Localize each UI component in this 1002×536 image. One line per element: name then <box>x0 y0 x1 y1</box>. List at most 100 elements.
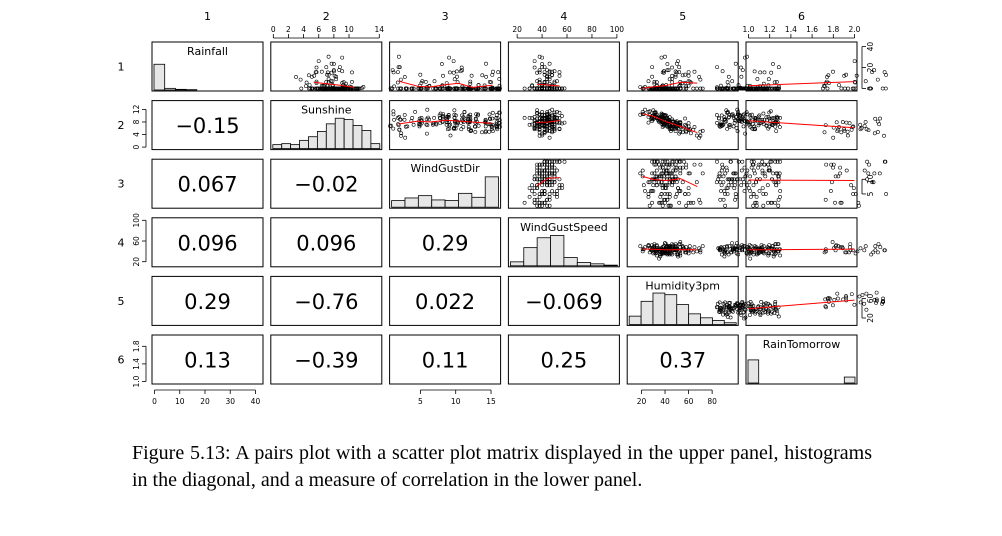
scatter-point <box>665 192 670 196</box>
scatter-point <box>663 200 667 205</box>
scatter-point <box>748 113 753 118</box>
variable-label: Humidity3pm <box>645 279 720 292</box>
scatter-point <box>676 254 680 259</box>
scatter-point <box>411 86 416 91</box>
scatter-point <box>684 130 689 135</box>
scatter-point <box>459 65 464 70</box>
scatter-point <box>771 254 776 259</box>
scatter-point <box>550 129 555 134</box>
scatter-point <box>304 80 309 85</box>
scatter-point <box>413 110 418 114</box>
scatter-point <box>522 86 527 91</box>
scatter-point <box>340 81 345 85</box>
scatter-points <box>522 159 567 208</box>
scatter-point <box>392 117 397 122</box>
scatter-point <box>542 65 547 70</box>
panel-frame <box>389 158 502 209</box>
scatter-point <box>473 130 478 134</box>
scatter-point <box>875 119 880 124</box>
histogram-bar <box>652 292 666 325</box>
scatter-point <box>872 297 877 302</box>
scatter-point <box>674 61 679 66</box>
histogram-bar <box>509 261 525 267</box>
scatter-point <box>882 70 887 75</box>
scatter-point <box>835 129 840 134</box>
scatter-point <box>729 159 733 164</box>
scatter-point <box>743 55 747 60</box>
scatter-point <box>734 126 739 130</box>
scatter-point <box>686 192 691 196</box>
scatter-point <box>555 192 559 196</box>
scatter-point <box>686 83 691 88</box>
variable-label: RainTomorrow <box>763 338 841 351</box>
scatter-point <box>823 123 828 128</box>
scatter-point <box>678 86 683 91</box>
histogram-bar <box>444 200 459 208</box>
scatter-point <box>667 77 672 82</box>
scatter-point <box>397 127 402 132</box>
scatter-point <box>674 252 679 257</box>
scatter-point <box>424 117 429 122</box>
scatter-point <box>694 86 699 91</box>
scatter-point <box>677 131 682 136</box>
scatter-point <box>875 77 880 82</box>
scatter-point <box>646 79 651 84</box>
scatter-point <box>769 159 774 164</box>
scatter-point <box>748 189 753 193</box>
scatter-point <box>876 130 880 134</box>
scatter-point <box>687 171 692 176</box>
scatter-point <box>340 55 345 60</box>
panel-frame <box>270 334 383 385</box>
scatter-point <box>717 248 722 253</box>
scatter-point <box>778 159 782 164</box>
scatter-point <box>552 180 557 185</box>
scatter-point <box>662 69 666 74</box>
scatter-point <box>552 165 557 170</box>
scatter-point <box>872 171 877 176</box>
scatter-point <box>392 84 397 89</box>
tick-label: 0 <box>866 86 875 91</box>
scatter-point <box>826 73 831 78</box>
scatter-point <box>761 203 766 208</box>
scatter-point <box>836 174 841 179</box>
scatter-point <box>418 72 423 77</box>
scatter-point <box>756 162 761 167</box>
scatter-point <box>424 131 429 136</box>
scatter-point <box>678 171 683 176</box>
scatter-point <box>731 309 735 314</box>
tick-label: 40 <box>537 25 547 34</box>
scatter-point <box>689 131 693 136</box>
scatter-point <box>765 309 770 314</box>
scatter-point <box>778 253 783 258</box>
scatter-point <box>439 62 444 66</box>
panel-frame <box>745 334 858 385</box>
scatter-point <box>324 65 329 70</box>
scatter-point <box>878 116 882 121</box>
scatter-point <box>484 61 488 66</box>
scatter-point <box>316 59 321 64</box>
scatter-point <box>770 200 774 205</box>
scatter-point <box>773 159 778 164</box>
scatter-point <box>766 301 771 306</box>
scatter-point <box>727 112 732 117</box>
scatter-point <box>329 61 334 66</box>
scatter-point <box>664 251 669 256</box>
scatter-point <box>867 162 872 167</box>
scatter-point <box>522 116 527 120</box>
scatter-point <box>756 123 761 128</box>
scatter-point <box>832 297 837 302</box>
variable-label: Rainfall <box>187 45 228 58</box>
scatter-point <box>337 68 342 73</box>
scatter-point <box>667 180 672 185</box>
scatter-point <box>852 59 857 64</box>
scatter-point <box>848 242 853 247</box>
scatter-point <box>670 65 675 70</box>
scatter-points <box>522 54 567 91</box>
scatter-point <box>658 254 663 259</box>
correlation-value: 0.11 <box>422 349 469 373</box>
histogram-bar <box>316 131 327 150</box>
scatter-point <box>723 171 728 176</box>
scatter-point <box>670 80 675 85</box>
scatter-point <box>419 81 424 85</box>
scatter-point <box>698 86 703 91</box>
